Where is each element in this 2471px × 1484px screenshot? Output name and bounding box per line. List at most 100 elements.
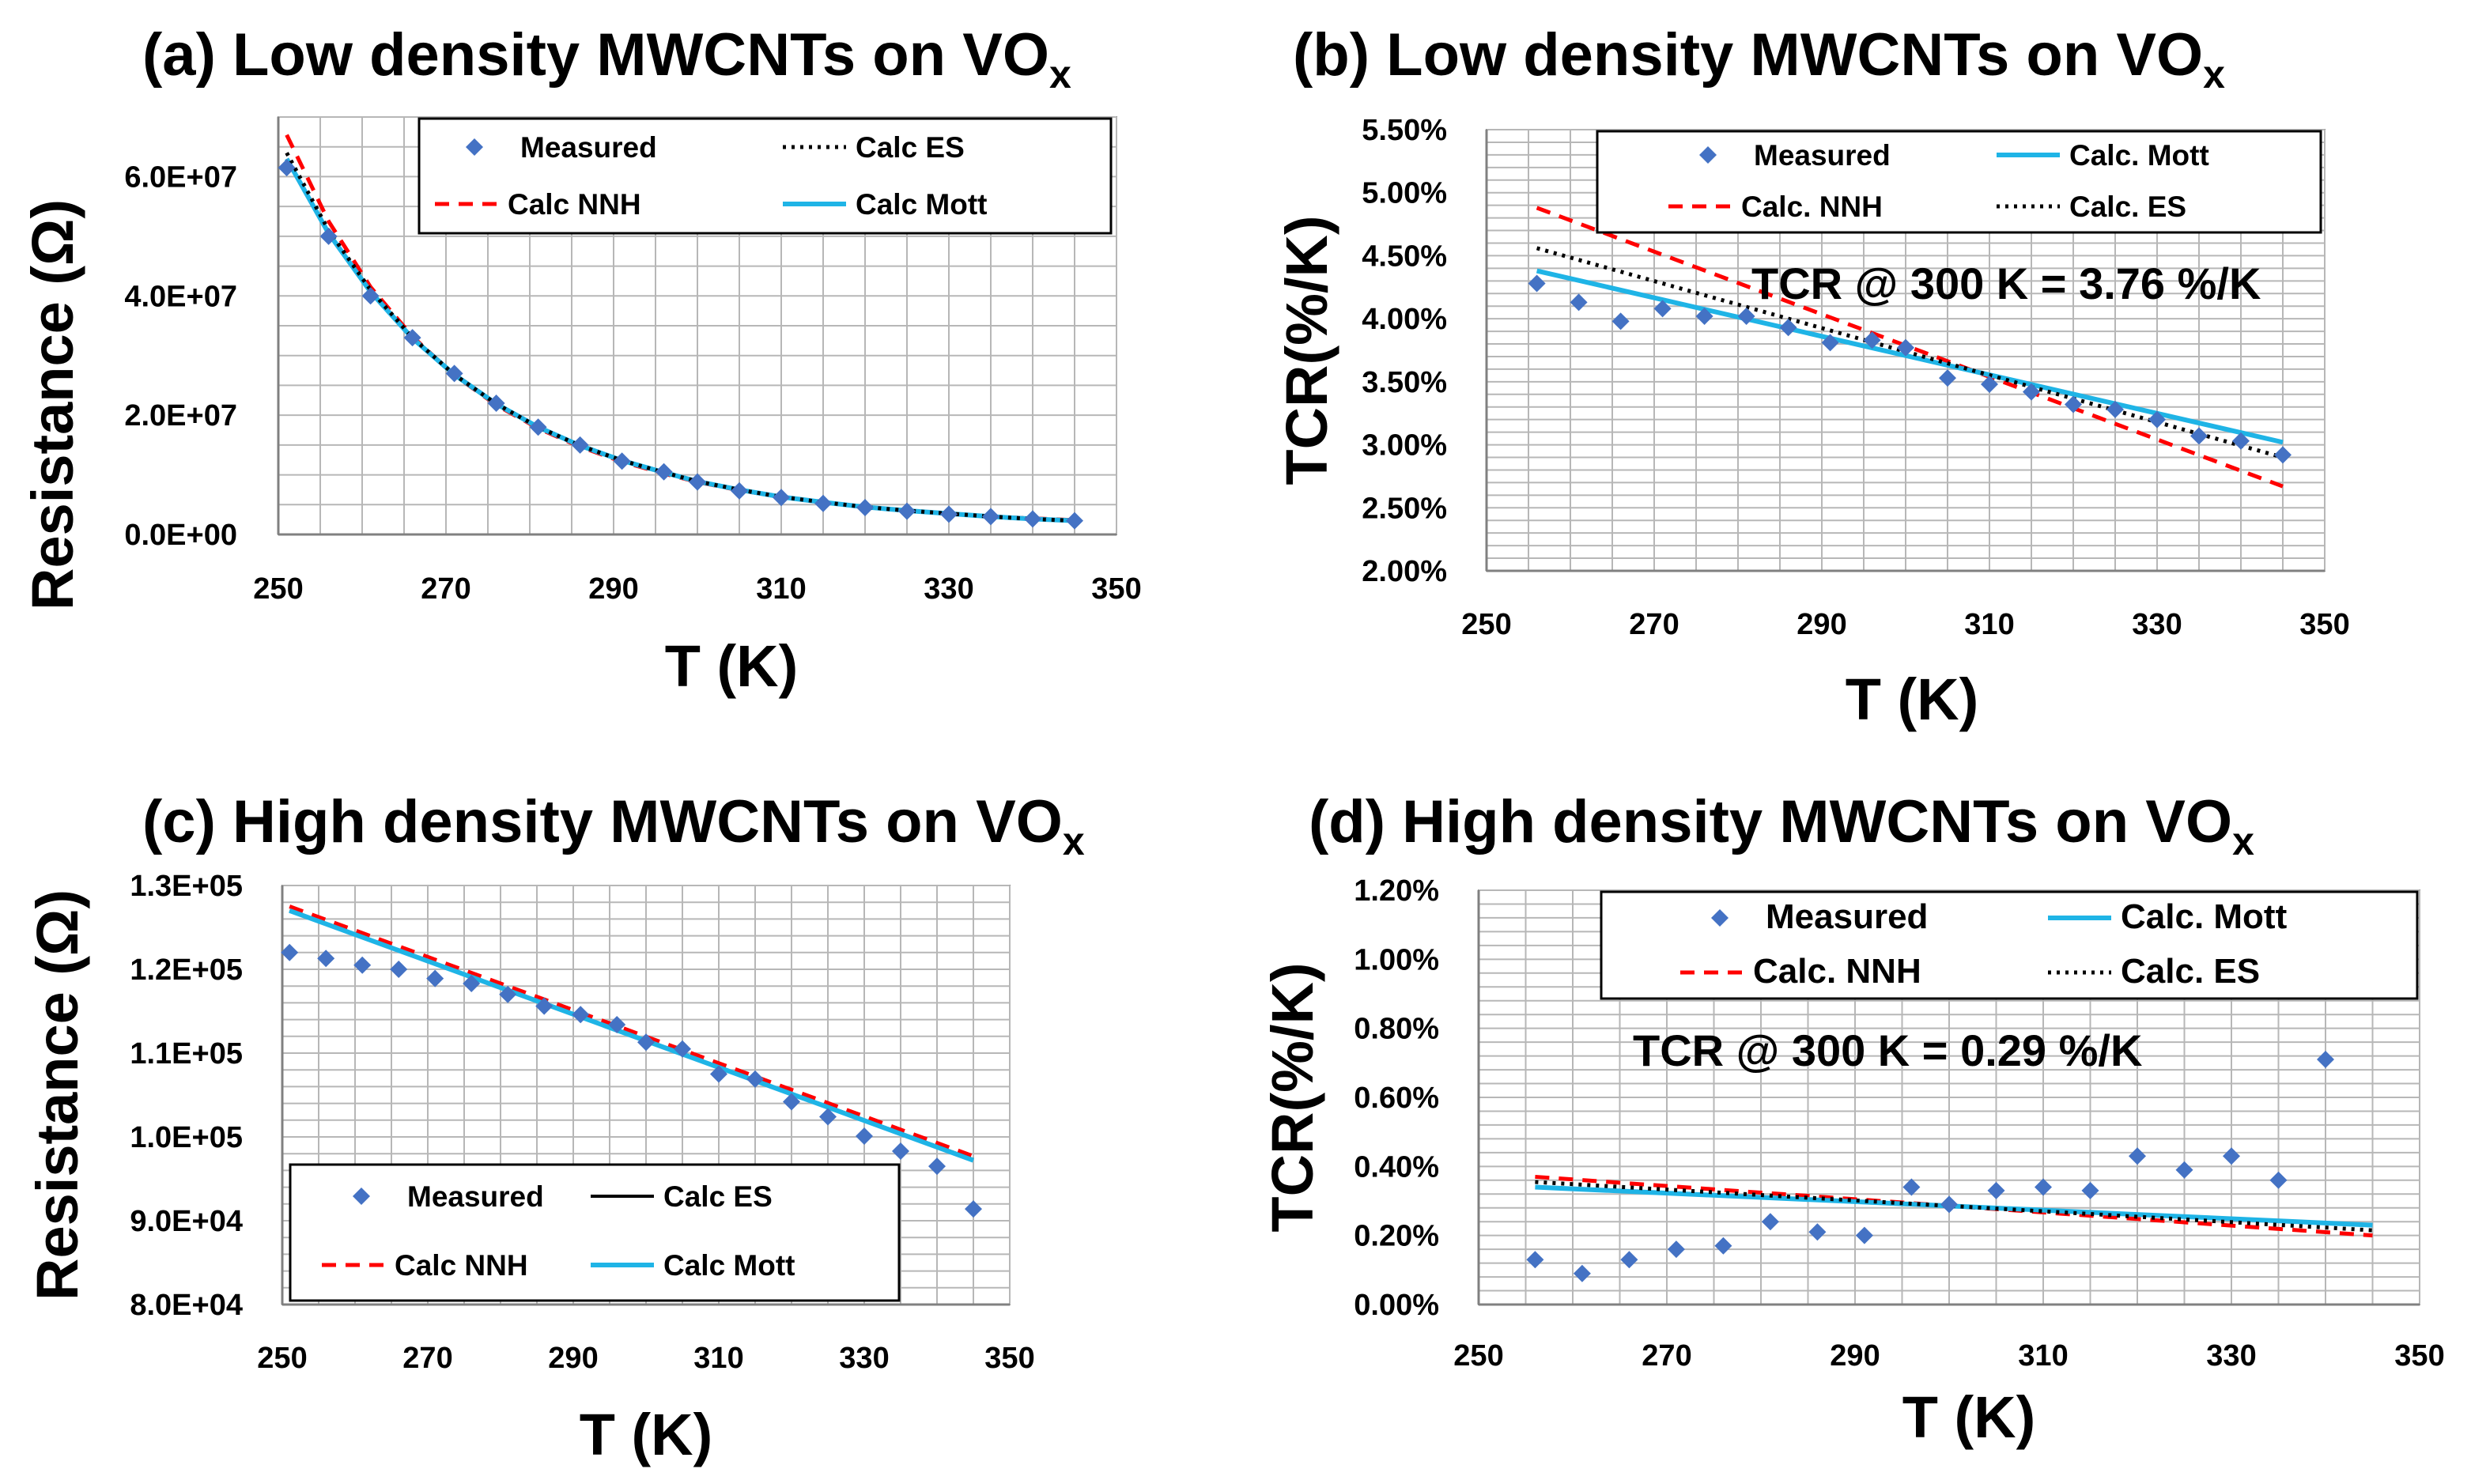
- chart-title-subscript: x: [2232, 819, 2254, 863]
- y-axis-label: Resistance (Ω): [25, 889, 90, 1301]
- y-tick-label: 3.00%: [1362, 429, 1447, 463]
- data-point-measured: [1024, 510, 1041, 528]
- data-point-measured: [746, 1070, 764, 1088]
- data-point-measured: [2232, 432, 2250, 450]
- data-point-measured: [1987, 1181, 2005, 1199]
- x-tick-label: 250: [257, 1342, 307, 1375]
- data-point-measured: [571, 436, 589, 454]
- y-tick-label: 3.50%: [1362, 366, 1447, 399]
- data-point-measured: [1821, 334, 1839, 352]
- legend-label-nnh: Calc NNH: [508, 188, 641, 221]
- data-point-measured: [1570, 293, 1588, 312]
- data-point-measured: [819, 1108, 837, 1126]
- data-point-measured: [1573, 1264, 1591, 1282]
- data-point-measured: [390, 961, 408, 978]
- data-point-measured: [572, 1006, 590, 1024]
- data-point-measured: [982, 508, 999, 526]
- legend-label-nnh: Calc. NNH: [1753, 952, 1921, 991]
- x-tick-label: 270: [1642, 1339, 1691, 1373]
- legend-label-es: Calc ES: [856, 131, 965, 164]
- x-tick-label: 270: [1629, 608, 1679, 641]
- data-point-measured: [1667, 1240, 1685, 1259]
- data-point-measured: [731, 481, 748, 500]
- data-point-measured: [773, 489, 790, 507]
- y-tick-label: 1.2E+05: [130, 953, 243, 987]
- data-point-measured: [710, 1065, 727, 1083]
- x-tick-label: 350: [2394, 1339, 2444, 1373]
- series-line-nnh: [1536, 206, 2284, 489]
- y-tick-label: 1.3E+05: [130, 870, 243, 903]
- series-group: [289, 904, 975, 1163]
- data-point-measured: [499, 985, 517, 1003]
- legend-label-es: Calc ES: [663, 1180, 773, 1213]
- x-tick-label: 350: [1091, 572, 1141, 606]
- x-tick-label: 310: [2018, 1339, 2068, 1373]
- y-tick-label: 1.1E+05: [130, 1037, 243, 1071]
- data-point-measured: [1620, 1251, 1638, 1269]
- y-tick-label: 0.40%: [1354, 1150, 1439, 1184]
- y-tick-label: 8.0E+04: [130, 1289, 243, 1322]
- legend-label-measured: Measured: [520, 131, 657, 164]
- data-point-measured: [1695, 307, 1713, 325]
- data-point-measured: [2023, 383, 2040, 401]
- legend-label-measured: Measured: [1754, 139, 1891, 172]
- legend-label-measured: Measured: [1766, 897, 1928, 936]
- data-point-measured: [655, 463, 673, 481]
- data-point-measured: [965, 1200, 982, 1218]
- data-point-measured: [1939, 369, 1956, 387]
- data-point-measured: [463, 975, 481, 993]
- legend-label-mott: Calc Mott: [856, 188, 988, 221]
- data-point-measured: [319, 227, 338, 245]
- x-tick-label: 290: [1830, 1339, 1880, 1373]
- y-tick-label: 0.00%: [1354, 1289, 1439, 1322]
- data-point-measured: [1779, 319, 1797, 337]
- legend: Measured Calc. Mott Calc. NNH Calc. ES: [1600, 890, 2419, 1000]
- y-tick-label: 0.60%: [1354, 1082, 1439, 1115]
- chart-title-subscript: x: [1049, 52, 1071, 96]
- chart-title: (d) High density MWCNTs on VOx: [1309, 788, 2254, 863]
- legend-label-mott: Calc. Mott: [2069, 139, 2209, 172]
- legend-label-es: Calc. ES: [2069, 191, 2186, 223]
- x-tick-label: 250: [1461, 608, 1511, 641]
- y-tick-label: 0.20%: [1354, 1220, 1439, 1253]
- data-point-measured: [892, 1142, 909, 1161]
- legend-label-nnh: Calc NNH: [395, 1249, 528, 1282]
- panel-d: (d) High density MWCNTs on VOx 250 270 290 3…: [1260, 788, 2445, 1450]
- legend-box: [1600, 890, 2419, 1000]
- chart-title-subscript: x: [2203, 52, 2225, 96]
- y-tick-label: 0.80%: [1354, 1013, 1439, 1046]
- x-tick-label: 270: [402, 1342, 452, 1375]
- chart-title-subscript: x: [1063, 819, 1085, 863]
- data-point-measured: [814, 494, 832, 512]
- series-line-nnh: [289, 904, 974, 1158]
- data-point-measured: [278, 159, 296, 177]
- data-point-measured: [2269, 1171, 2288, 1189]
- series-line-mott: [289, 908, 975, 1163]
- data-point-measured: [613, 452, 631, 470]
- panel-a: (a) Low density MWCNTs on VOx 250 270 290 31…: [20, 21, 1142, 699]
- legend-marker-measured: [466, 138, 483, 156]
- x-tick-label: 330: [2132, 608, 2182, 641]
- y-tick-label: 0.0E+00: [124, 519, 237, 552]
- data-point-measured: [674, 1040, 691, 1058]
- legend: Measured Calc ES Calc NNH Calc Mott: [289, 1163, 901, 1302]
- data-point-measured: [856, 499, 874, 517]
- data-point-measured: [2065, 395, 2082, 413]
- data-point-measured: [1761, 1213, 1779, 1231]
- data-point-measured: [1066, 512, 1083, 530]
- legend-label-nnh: Calc. NNH: [1741, 191, 1883, 223]
- y-tick-label: 1.00%: [1354, 943, 1439, 976]
- x-tick-label: 310: [1964, 608, 2014, 641]
- data-point-measured: [1526, 1251, 1544, 1269]
- data-point-measured: [783, 1093, 800, 1111]
- chart-title: (b) Low density MWCNTs on VOx: [1293, 21, 2225, 96]
- x-tick-label: 330: [839, 1342, 889, 1375]
- data-point-measured: [445, 364, 463, 383]
- data-point-measured: [2106, 400, 2124, 418]
- x-tick-label: 250: [253, 572, 303, 606]
- y-tick-label: 4.50%: [1362, 240, 1447, 273]
- data-point-measured: [898, 502, 916, 520]
- x-tick-label: 350: [984, 1342, 1034, 1375]
- data-point-measured: [535, 997, 554, 1015]
